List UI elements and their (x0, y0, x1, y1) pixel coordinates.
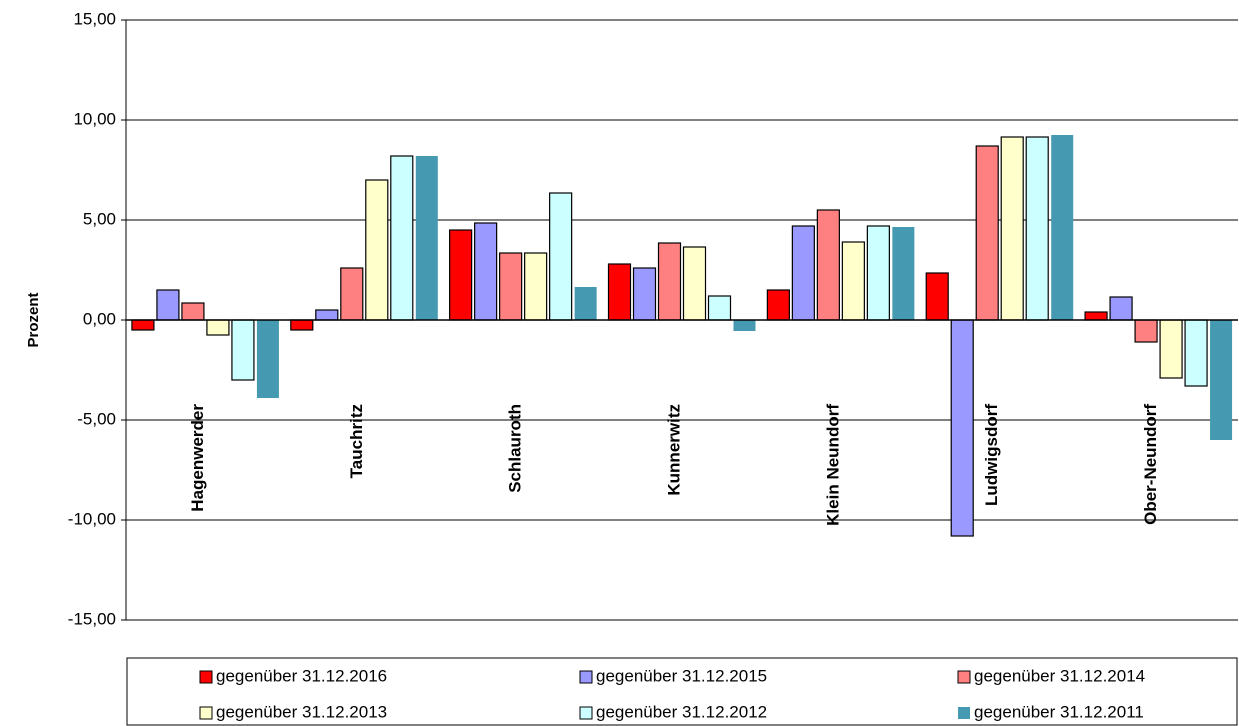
y-tick-label: 15,00 (73, 9, 116, 28)
bar (365, 179, 389, 321)
bar (1134, 319, 1158, 343)
bar (131, 319, 155, 331)
category-label: Hagenwerder (188, 404, 207, 512)
bar (181, 302, 205, 321)
legend-label: gegenüber 31.12.2016 (216, 666, 387, 685)
category-labels: Hagenwerder Tauchritz Schlauroth Kunnerwitz… (188, 404, 1160, 526)
category-label: Tauchritz (347, 404, 366, 478)
bar (499, 252, 523, 321)
legend-swatch (579, 706, 593, 720)
bar (1084, 311, 1108, 321)
category-label: Klein Neundorf (823, 404, 842, 526)
legend: gegenüber 31.12.2016 gegenüber 31.12.2015… (199, 666, 1145, 721)
bar (1109, 296, 1133, 321)
legend-box (126, 657, 1238, 726)
bar (206, 319, 230, 336)
bar (975, 145, 999, 321)
y-tick-label: 0,00 (83, 309, 116, 328)
bar (682, 246, 707, 321)
bar (415, 156, 438, 320)
legend-swatch (199, 706, 213, 720)
bar (607, 263, 632, 321)
bar (1000, 136, 1024, 321)
bar (474, 222, 498, 321)
category-label: Ober-Neundorf (1141, 404, 1160, 525)
bar (1051, 135, 1074, 320)
bar (841, 241, 865, 321)
y-tick-label: -10,00 (68, 509, 116, 528)
category-label: Schlauroth (506, 404, 525, 493)
bar (449, 229, 473, 321)
bar (925, 272, 949, 321)
y-axis-label: Prozent (25, 292, 42, 347)
bars (126, 135, 1238, 537)
legend-label: gegenüber 31.12.2013 (216, 702, 387, 721)
bar (950, 319, 974, 537)
y-tick-label: -15,00 (68, 609, 116, 628)
bar (866, 225, 890, 321)
bar (549, 192, 573, 321)
bar (340, 267, 364, 321)
bar (791, 225, 815, 321)
category-label: Kunnerwitz (664, 404, 683, 496)
bar (524, 252, 548, 321)
bar (290, 319, 314, 331)
legend-swatch (957, 670, 971, 684)
bar (1184, 319, 1208, 387)
bar (315, 309, 339, 321)
y-tick-label: -5,00 (77, 409, 116, 428)
legend-label: gegenüber 31.12.2011 (974, 702, 1144, 721)
bar (256, 320, 279, 398)
bar (390, 155, 414, 321)
legend-label: gegenüber 31.12.2012 (596, 702, 767, 721)
bar (733, 320, 756, 331)
legend-swatch (958, 707, 970, 719)
y-tick-label: 10,00 (73, 109, 116, 128)
bar (231, 319, 255, 381)
bar (657, 242, 682, 321)
bar (766, 289, 790, 321)
bar (816, 209, 840, 321)
bar (1210, 320, 1233, 440)
legend-label: gegenüber 31.12.2014 (974, 666, 1145, 685)
bar (892, 227, 915, 320)
bar (707, 295, 732, 321)
y-tick-label: 5,00 (83, 209, 116, 228)
bar (1159, 319, 1183, 379)
bar (574, 287, 597, 320)
bar (156, 289, 180, 321)
y-axis-ticks: 15,00 10,00 5,00 0,00 -5,00 -10,00 -15,00 (68, 9, 126, 628)
legend-swatch (579, 670, 593, 684)
category-label: Ludwigsdorf (982, 404, 1001, 506)
legend-swatch (199, 670, 213, 684)
bar (1025, 136, 1049, 321)
legend-label: gegenüber 31.12.2015 (596, 666, 767, 685)
bar (632, 267, 657, 321)
